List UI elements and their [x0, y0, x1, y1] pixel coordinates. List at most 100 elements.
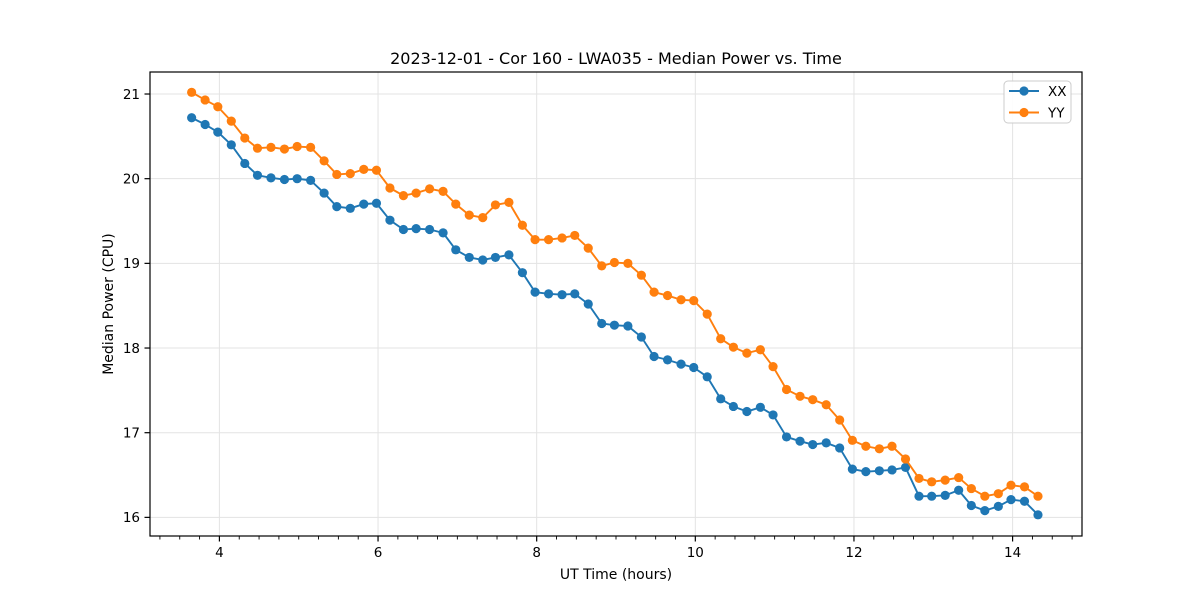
data-point	[438, 186, 448, 196]
data-point	[464, 210, 474, 220]
data-point	[187, 87, 197, 97]
data-point	[755, 345, 765, 355]
data-point	[226, 140, 236, 150]
data-point	[226, 116, 236, 126]
data-point	[1019, 496, 1030, 506]
data-point	[279, 174, 290, 185]
data-point	[504, 250, 514, 260]
data-point	[649, 287, 659, 297]
data-point	[742, 406, 752, 417]
plot-frame	[149, 71, 1083, 537]
data-point	[200, 95, 210, 105]
data-point	[821, 400, 831, 410]
data-point	[609, 320, 620, 330]
data-point	[954, 472, 964, 483]
x-tick-label: 8	[532, 545, 541, 561]
data-point	[583, 243, 593, 253]
data-point	[662, 290, 673, 301]
data-point	[252, 170, 263, 180]
data-point	[187, 113, 197, 123]
data-point	[345, 203, 355, 213]
data-point	[980, 491, 990, 501]
data-point	[728, 401, 738, 412]
data-point	[914, 491, 924, 501]
data-point	[768, 410, 778, 420]
data-point	[781, 432, 792, 442]
data-point	[292, 174, 302, 184]
data-point	[940, 475, 950, 485]
data-point	[332, 169, 342, 180]
data-point	[716, 334, 726, 344]
data-point	[385, 183, 395, 193]
data-point	[425, 184, 435, 194]
data-point	[835, 443, 845, 453]
data-point	[438, 228, 448, 238]
data-point	[954, 485, 964, 495]
data-point	[306, 175, 316, 185]
data-point	[1019, 482, 1030, 492]
data-point	[847, 435, 857, 445]
data-point	[623, 321, 633, 331]
data-point	[240, 158, 250, 169]
data-point	[371, 165, 382, 175]
data-point	[543, 289, 554, 299]
data-point	[702, 372, 712, 382]
series-YY	[187, 87, 1043, 501]
data-point	[570, 230, 580, 241]
data-point	[1006, 480, 1016, 490]
legend: XX YY	[1003, 80, 1072, 124]
data-point	[279, 144, 290, 154]
data-point	[411, 188, 421, 198]
data-point	[530, 287, 540, 297]
y-tick-label: 16	[123, 510, 140, 526]
data-point	[847, 464, 857, 474]
data-point	[993, 501, 1003, 511]
axis-ticks: 4 6 8 10 12 14 16 17 18 19 20 21	[123, 87, 1073, 561]
data-point	[927, 491, 937, 501]
legend-marker	[1019, 107, 1029, 118]
x-tick-label: 4	[215, 545, 224, 561]
data-point	[464, 252, 474, 263]
data-point	[1033, 491, 1043, 501]
data-point	[425, 224, 435, 235]
data-point	[676, 295, 686, 305]
data-point	[887, 465, 897, 475]
data-point	[821, 438, 831, 448]
data-point	[861, 467, 871, 477]
y-tick-label: 19	[123, 256, 140, 272]
data-point	[266, 173, 276, 183]
data-point	[504, 197, 514, 207]
data-point	[398, 191, 409, 201]
data-series	[187, 87, 1043, 520]
data-point	[517, 268, 528, 278]
data-point	[371, 198, 382, 208]
data-point	[306, 142, 316, 152]
series-line-YY	[191, 91, 1039, 498]
data-point	[835, 415, 845, 425]
data-point	[570, 289, 580, 299]
data-point	[966, 500, 976, 511]
data-point	[319, 156, 329, 166]
data-point	[940, 490, 950, 500]
gridlines	[150, 72, 1082, 536]
data-point	[781, 384, 792, 395]
data-point	[252, 143, 263, 153]
x-tick-label: 14	[1004, 545, 1021, 561]
legend-label: YY	[1047, 105, 1065, 121]
data-point	[359, 199, 369, 209]
data-point	[292, 141, 302, 152]
data-point	[557, 233, 567, 243]
data-point	[557, 290, 567, 300]
data-point	[874, 466, 884, 476]
x-tick-label: 6	[374, 545, 383, 561]
y-tick-label: 17	[123, 426, 140, 442]
data-point	[398, 224, 409, 235]
legend-entry-XX: XX	[1009, 84, 1067, 100]
data-point	[980, 505, 990, 516]
data-point	[451, 199, 461, 209]
data-point	[597, 318, 607, 329]
data-point	[649, 351, 659, 362]
series-XX	[187, 113, 1043, 520]
data-point	[411, 224, 421, 234]
